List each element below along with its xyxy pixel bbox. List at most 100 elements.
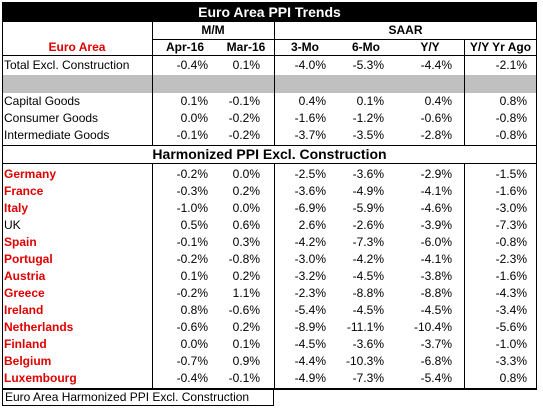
table-row: France -0.3% 0.2% -3.6% -4.9% -4.1% -1.6% <box>2 183 537 199</box>
row-label: Greece <box>4 286 45 300</box>
table-row: Austria 0.1% 0.2% -3.2% -4.5% -3.8% -1.6% <box>2 268 537 284</box>
value-cell: -11.1% <box>346 320 384 334</box>
row-label-header: Euro Area <box>48 40 106 54</box>
value-cell: 0.0% <box>232 167 260 181</box>
value-cell: -0.1% <box>228 371 260 385</box>
value-cell: -4.6% <box>420 201 452 215</box>
value-cell: 0.8% <box>499 371 527 385</box>
value-cell: -4.1% <box>420 184 452 198</box>
grid-line <box>2 145 537 146</box>
value-cell: 0.1% <box>356 94 384 108</box>
value-cell: -2.6% <box>352 218 384 232</box>
value-cell: -3.6% <box>294 184 326 198</box>
value-cell: 0.4% <box>298 94 326 108</box>
value-cell: -0.8% <box>495 111 527 125</box>
separator-band <box>2 75 537 93</box>
value-cell: 0.8% <box>180 303 208 317</box>
value-cell: -4.0% <box>294 58 326 72</box>
table-row: Intermediate Goods -0.1% -0.2% -3.7% -3.5% -2… <box>2 127 537 143</box>
value-cell: -10.3% <box>345 354 384 368</box>
col-header-apr16: Apr-16 <box>165 40 204 54</box>
table-row: Spain -0.1% 0.3% -4.2% -7.3% -6.0% -0.8% <box>2 234 537 250</box>
value-cell: -6.8% <box>420 354 452 368</box>
value-cell: 0.9% <box>232 354 260 368</box>
row-label: UK <box>4 218 21 232</box>
value-cell: 0.8% <box>499 94 527 108</box>
value-cell: -3.0% <box>495 201 527 215</box>
value-cell: 0.4% <box>424 94 452 108</box>
table-row: Italy -1.0% 0.0% -6.9% -5.9% -4.6% -3.0% <box>2 200 537 216</box>
col-header-yy-yr-ago: Y/Y Yr Ago <box>469 40 532 54</box>
value-cell: -0.2% <box>228 128 260 142</box>
value-cell: -2.3% <box>495 252 527 266</box>
column-header-row: Euro Area Apr-16 Mar-16 3-Mo 6-Mo Y/Y Y/… <box>2 39 537 55</box>
footer-note: Euro Area Harmonized PPI Excl. Construct… <box>2 389 274 406</box>
table-row: Total Excl. Construction -0.4% 0.1% -4.0% -5… <box>2 57 537 73</box>
grid-line <box>464 39 465 145</box>
value-cell: -3.5% <box>352 128 384 142</box>
value-cell: -4.4% <box>420 58 452 72</box>
grid-line <box>2 55 537 56</box>
row-label: Capital Goods <box>4 94 81 108</box>
row-label: Germany <box>4 167 57 181</box>
value-cell: -0.2% <box>176 252 208 266</box>
value-cell: -3.0% <box>294 252 326 266</box>
value-cell: 0.5% <box>180 218 208 232</box>
value-cell: -0.3% <box>176 184 208 198</box>
value-cell: -0.1% <box>228 94 260 108</box>
table-row: UK 0.5% 0.6% 2.6% -2.6% -3.9% -7.3% <box>2 217 537 233</box>
value-cell: -0.8% <box>495 235 527 249</box>
table-row: Capital Goods 0.1% -0.1% 0.4% 0.1% 0.4% 0.8% <box>2 93 537 109</box>
value-cell: -3.2% <box>294 269 326 283</box>
value-cell: -3.3% <box>495 354 527 368</box>
row-label: Austria <box>4 269 46 283</box>
value-cell: -5.3% <box>352 58 384 72</box>
value-cell: -3.6% <box>352 337 384 351</box>
col-header-yy: Y/Y <box>420 40 440 54</box>
value-cell: -1.6% <box>294 111 326 125</box>
group-header-row: M/M SAAR <box>2 22 537 38</box>
value-cell: -0.2% <box>176 286 208 300</box>
value-cell: -0.2% <box>176 167 208 181</box>
value-cell: -2.3% <box>294 286 326 300</box>
value-cell: 1.1% <box>232 286 260 300</box>
table-row: Luxembourg -0.4% -0.1% -4.9% -7.3% -5.4% 0.8% <box>2 370 537 386</box>
table-row: Ireland 0.8% -0.6% -5.4% -4.5% -4.5% -3.4% <box>2 302 537 318</box>
table-row: Germany -0.2% 0.0% -2.5% -3.6% -2.9% -1.5% <box>2 166 537 182</box>
group-mm-header: M/M <box>201 23 225 37</box>
grid-line <box>536 22 537 389</box>
value-cell: 0.1% <box>232 58 260 72</box>
value-cell: -0.8% <box>228 252 260 266</box>
value-cell: -4.2% <box>294 235 326 249</box>
value-cell: -4.4% <box>294 354 326 368</box>
col-header-3mo: 3-Mo <box>291 40 319 54</box>
value-cell: -1.5% <box>495 167 527 181</box>
value-cell: -3.7% <box>294 128 326 142</box>
value-cell: -4.9% <box>352 184 384 198</box>
table-row: Finland 0.0% 0.1% -4.5% -3.6% -3.7% -1.0% <box>2 336 537 352</box>
row-label: Ireland <box>4 303 44 317</box>
value-cell: -2.1% <box>495 58 527 72</box>
value-cell: -0.6% <box>176 320 208 334</box>
value-cell: -3.9% <box>420 218 452 232</box>
value-cell: 0.1% <box>180 269 208 283</box>
row-label: Belgium <box>4 354 52 368</box>
value-cell: -1.6% <box>495 269 527 283</box>
value-cell: -2.9% <box>420 167 452 181</box>
value-cell: -4.3% <box>495 286 527 300</box>
value-cell: -3.6% <box>352 167 384 181</box>
value-cell: -8.8% <box>420 286 452 300</box>
value-cell: -8.9% <box>294 320 326 334</box>
value-cell: -6.9% <box>294 201 326 215</box>
value-cell: -3.7% <box>420 337 452 351</box>
col-header-6mo: 6-Mo <box>352 40 380 54</box>
value-cell: 0.1% <box>232 337 260 351</box>
value-cell: -2.8% <box>420 128 452 142</box>
grid-line <box>464 163 465 389</box>
value-cell: -4.9% <box>294 371 326 385</box>
grid-line <box>2 163 537 164</box>
value-cell: 0.6% <box>232 218 260 232</box>
table-row: Consumer Goods 0.0% -0.2% -1.6% -1.2% -0.6% -0… <box>2 110 537 126</box>
section-title: Harmonized PPI Excl. Construction <box>152 146 387 162</box>
grid-line <box>274 163 275 389</box>
